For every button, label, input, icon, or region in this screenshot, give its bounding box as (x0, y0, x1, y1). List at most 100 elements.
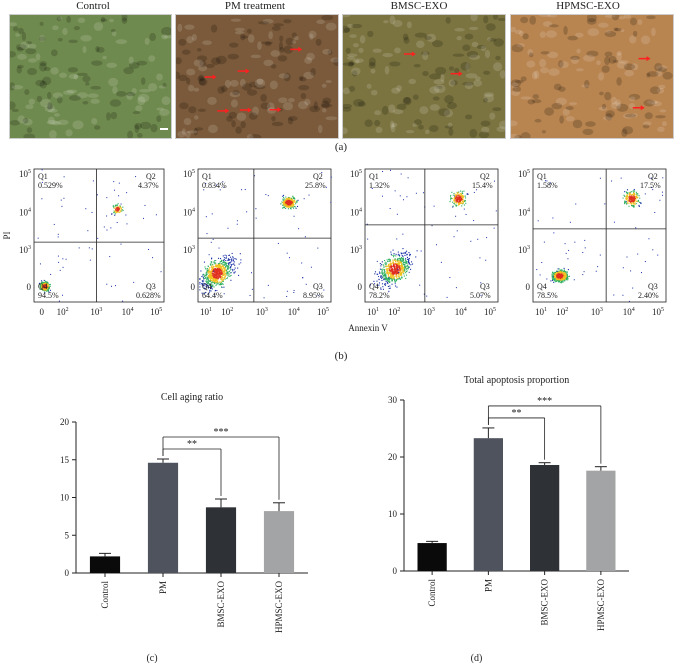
cell-blob (278, 41, 284, 50)
flow-event (450, 197, 452, 199)
flow-event (209, 267, 211, 269)
flow-event (199, 281, 201, 284)
cell-blob (91, 118, 98, 125)
cell-blob (176, 71, 181, 80)
flow-event (557, 276, 559, 278)
flow-event (466, 193, 468, 195)
flow-event (284, 202, 287, 204)
flow-event (232, 263, 234, 265)
flow-event (221, 279, 223, 281)
flow-event-sparse (236, 223, 238, 225)
flow-event (461, 194, 463, 196)
flow-event-sparse (465, 213, 467, 215)
flow-event (114, 210, 116, 212)
cell-blob (279, 35, 284, 43)
cell-blob (161, 96, 171, 106)
flow-event (376, 285, 379, 287)
flow-event (203, 278, 205, 280)
flow-event (400, 274, 402, 276)
flow-event (285, 201, 287, 203)
bar-hpmsc-exo (586, 470, 616, 571)
flow-event (552, 279, 554, 281)
quadrant-label-q1: Q1 (537, 172, 547, 181)
flow-event (399, 258, 402, 260)
cell-blob (389, 15, 396, 25)
flow-event (561, 271, 563, 273)
flow-event (454, 197, 456, 199)
flow-event (220, 271, 223, 273)
cell-blob (246, 28, 252, 34)
flow-event (626, 195, 628, 197)
flow-event (451, 197, 453, 200)
flow-event (561, 274, 563, 276)
flow-event (205, 268, 207, 270)
flow-event (228, 264, 230, 266)
flow-event (380, 265, 382, 267)
flow-event-sparse (644, 193, 646, 195)
flow-event (212, 276, 214, 278)
flow-event-sparse (118, 182, 120, 184)
cell-blob (252, 106, 259, 116)
flow-event-sparse (556, 270, 558, 272)
cell-blob (605, 113, 613, 121)
flow-event (212, 263, 214, 265)
cell-blob (100, 18, 108, 22)
flow-event (286, 204, 288, 206)
flow-event (631, 196, 633, 199)
flow-event (450, 194, 452, 197)
flow-event (215, 277, 217, 279)
flow-event (402, 272, 404, 274)
flow-event (218, 262, 221, 264)
cell-blob (293, 36, 299, 41)
cell-blob (187, 130, 198, 134)
cell-blob (381, 105, 389, 115)
flow-event (224, 262, 226, 264)
flow-event (387, 283, 389, 285)
cell-blob (257, 21, 270, 25)
flow-event (285, 199, 287, 201)
flow-x-tick-label: 105 (150, 307, 162, 317)
cell-blob (483, 97, 488, 103)
flow-event (632, 202, 634, 204)
flow-event (373, 280, 375, 282)
flow-event (227, 273, 229, 275)
flow-event (565, 274, 567, 276)
flow-event (233, 272, 235, 274)
flow-event (378, 282, 381, 284)
flow-event (558, 279, 560, 281)
cell-blob (604, 15, 616, 18)
cell-blob (614, 28, 622, 32)
flow-event (383, 266, 385, 268)
flow-event (403, 273, 405, 275)
flow-event (201, 283, 203, 285)
flow-event (383, 271, 386, 273)
flow-event (559, 278, 561, 280)
cell-blob (321, 15, 334, 21)
cell-blob (583, 54, 595, 62)
flow-event (290, 207, 292, 209)
flow-event (558, 270, 560, 272)
cell-blob (389, 120, 395, 129)
flow-event (221, 277, 224, 279)
flow-event (387, 274, 390, 276)
flow-event (632, 199, 634, 201)
flow-event-sparse (582, 252, 584, 254)
flow-event (452, 205, 454, 207)
flow-event (400, 273, 402, 275)
cell-blob (194, 115, 199, 120)
flow-event (228, 273, 230, 275)
flow-event (405, 251, 407, 253)
flow-event (120, 207, 122, 209)
flow-event (408, 257, 410, 260)
cell-blob (473, 79, 482, 87)
flow-event (207, 287, 209, 289)
flow-y-tick-label: 105 (518, 169, 530, 179)
flow-event (210, 278, 212, 280)
flow-event (406, 270, 408, 272)
cell-blob (617, 60, 629, 64)
flow-event (46, 282, 48, 284)
cell-blob (624, 113, 637, 118)
flow-event (220, 278, 222, 280)
flow-event (459, 193, 461, 195)
cell-blob (254, 84, 266, 90)
